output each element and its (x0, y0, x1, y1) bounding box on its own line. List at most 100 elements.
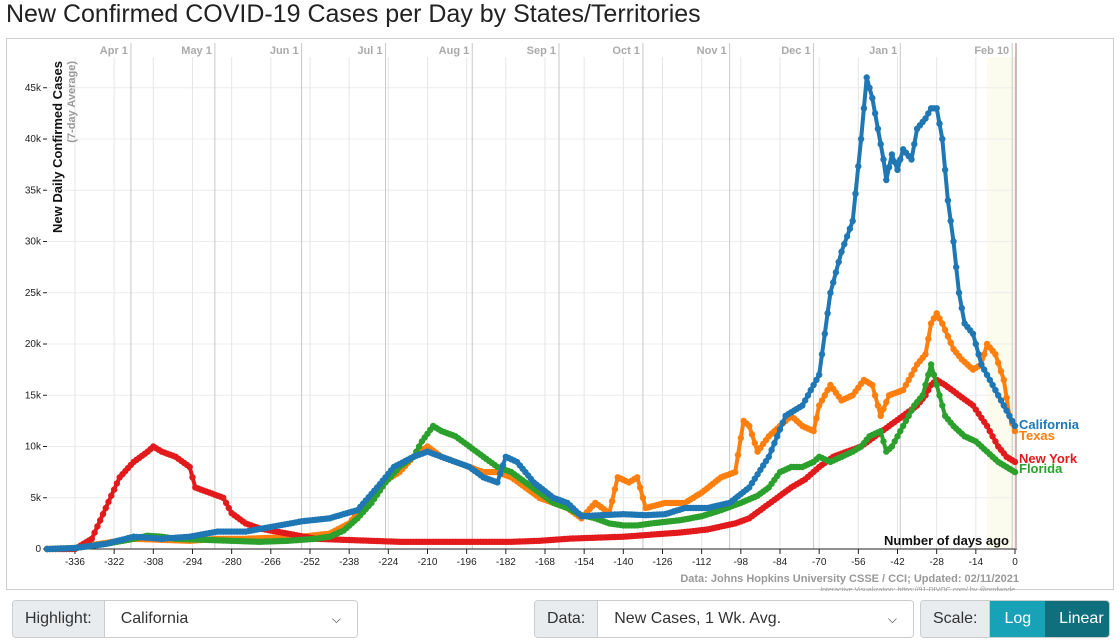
x-tick-label: -42 (890, 557, 905, 568)
highlight-label: Highlight: (13, 601, 105, 637)
recent-shade (987, 57, 1015, 549)
data-point (944, 197, 952, 204)
data-point (950, 238, 957, 245)
data-point (936, 315, 943, 322)
data-point (975, 351, 982, 358)
month-label: Nov 1 (697, 45, 727, 57)
data-point (821, 330, 828, 337)
data-point (110, 486, 118, 493)
data-point (99, 510, 107, 518)
data-point (983, 422, 991, 430)
series-label-california: California (1019, 417, 1080, 432)
data-point (1011, 458, 1019, 466)
data-point (222, 499, 230, 507)
x-tick-label: -154 (574, 557, 594, 568)
data-point (827, 289, 834, 296)
data-point (944, 333, 952, 340)
data-point (925, 335, 932, 343)
data-point (908, 407, 915, 414)
data-point (941, 166, 949, 173)
data-point (877, 427, 884, 435)
data-point (992, 386, 999, 394)
month-label: Sep 1 (527, 45, 556, 57)
data-point (883, 176, 890, 184)
x-tick-label: -280 (222, 557, 242, 568)
data-point (186, 463, 193, 471)
data-point (1009, 417, 1016, 425)
data-point (978, 361, 985, 368)
x-tick-label: -126 (652, 557, 672, 568)
data-point (919, 392, 926, 399)
data-point (737, 434, 744, 442)
data-point (869, 381, 876, 389)
y-tick-label: 30k (25, 237, 42, 248)
x-tick-label: -322 (104, 557, 124, 568)
data-point (930, 315, 938, 322)
scale-log-button[interactable]: Log (990, 601, 1046, 637)
data-point (779, 419, 786, 426)
data-point (939, 320, 946, 327)
data-point (746, 422, 753, 430)
data-value: New Cases, 1 Wk. Avg. (614, 610, 782, 627)
credit-note: Interactive Visualization: https://91-DI… (820, 587, 1019, 591)
x-axis-label: Number of days ago (884, 533, 1009, 548)
data-point (880, 438, 887, 445)
data-point (846, 225, 854, 232)
data-point (877, 412, 884, 419)
data-point (799, 402, 806, 409)
data-point (897, 427, 904, 435)
data-point (891, 438, 898, 445)
series-new-york (43, 376, 1019, 553)
data-point (981, 366, 988, 373)
data-point (877, 140, 884, 148)
x-tick-label: -308 (143, 557, 163, 568)
highlight-select[interactable]: California ⌵ (104, 601, 357, 637)
month-label: Jan 1 (869, 45, 897, 57)
data-point (894, 433, 901, 440)
data-point (816, 402, 823, 409)
data-point (933, 381, 940, 389)
data-point (494, 479, 501, 486)
x-tick-label: -98 (734, 557, 749, 568)
data-point (939, 402, 946, 409)
data-point (936, 392, 943, 399)
month-label: Dec 1 (781, 45, 810, 57)
scale-toggle-group: Scale: Log Linear (920, 600, 1110, 638)
scale-linear-button[interactable]: Linear (1045, 601, 1109, 637)
data-point (841, 240, 848, 248)
data-point (969, 330, 977, 337)
data-point (922, 351, 929, 358)
data-point (849, 217, 856, 225)
data-point (824, 310, 831, 317)
data-point (765, 453, 772, 460)
data-point (802, 397, 809, 404)
data-point (776, 426, 784, 433)
data-point (992, 351, 999, 358)
data-point (922, 381, 929, 389)
data-point (997, 368, 1005, 375)
data-point (866, 84, 873, 91)
data-point (880, 405, 887, 413)
month-label: May 1 (181, 45, 212, 57)
data-point (955, 289, 963, 296)
month-label: Apr 1 (100, 45, 128, 57)
page-title: New Confirmed COVID-19 Cases per Day by … (6, 0, 701, 28)
data-point (927, 361, 935, 368)
data-point (608, 498, 616, 505)
source-note: Data: Johns Hopkins University CSSE / CC… (680, 573, 1019, 585)
y-tick-label: 5k (30, 493, 42, 504)
data-point (220, 494, 227, 501)
data-point (958, 304, 965, 312)
data-point (888, 151, 896, 158)
data-select[interactable]: New Cases, 1 Wk. Avg. ⌵ (598, 601, 913, 637)
data-point (871, 392, 879, 399)
data-point (902, 417, 910, 425)
data-point (941, 326, 949, 334)
data-point (995, 359, 1002, 366)
data-point (899, 422, 907, 430)
x-tick-label: -84 (773, 557, 788, 568)
data-point (894, 166, 901, 173)
data-point (888, 443, 896, 450)
data-point (989, 433, 996, 440)
data-point (880, 156, 887, 163)
